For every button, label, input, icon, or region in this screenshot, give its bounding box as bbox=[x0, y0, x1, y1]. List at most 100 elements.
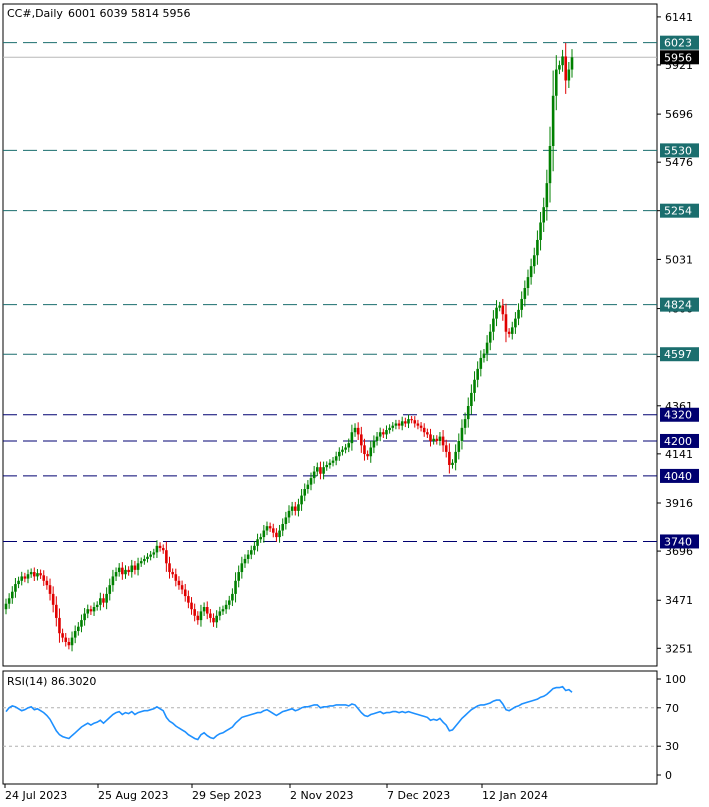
candle-body bbox=[542, 207, 545, 223]
candle-body bbox=[234, 580, 237, 594]
candle-body bbox=[570, 57, 574, 70]
candle-body bbox=[246, 554, 250, 559]
price-tick-label: 5696 bbox=[665, 108, 693, 121]
candle-body bbox=[61, 633, 64, 638]
candle-body bbox=[363, 445, 366, 455]
candle-body bbox=[143, 558, 146, 562]
candle-body bbox=[240, 563, 244, 573]
candle-body bbox=[117, 567, 121, 573]
candle-body bbox=[457, 440, 461, 452]
candle-body bbox=[36, 573, 39, 577]
candle-body bbox=[149, 554, 152, 557]
candle-body bbox=[517, 309, 520, 319]
candle-body bbox=[451, 462, 454, 465]
candle-body bbox=[284, 517, 288, 524]
candle-body bbox=[196, 615, 200, 621]
rsi-panel-frame bbox=[2, 670, 658, 785]
candle-body bbox=[92, 607, 96, 612]
candle-body bbox=[366, 454, 369, 457]
candles bbox=[4, 42, 574, 652]
time-tick-label: 25 Aug 2023 bbox=[98, 789, 168, 802]
candle-body bbox=[444, 445, 448, 452]
candle-body bbox=[353, 427, 357, 433]
candle-body bbox=[344, 447, 347, 450]
candle-body bbox=[545, 183, 549, 208]
price-level-value: 4597 bbox=[664, 348, 692, 361]
price-tick-label: 5031 bbox=[665, 253, 693, 266]
candle-body bbox=[369, 447, 373, 457]
candle-body bbox=[259, 537, 262, 540]
candle-body bbox=[111, 576, 115, 586]
candle-body bbox=[199, 611, 203, 621]
candle-body bbox=[278, 530, 281, 538]
candle-body bbox=[520, 298, 523, 310]
candle-body bbox=[356, 427, 360, 435]
candle-body bbox=[86, 609, 90, 614]
candle-body bbox=[95, 604, 99, 608]
candle-body bbox=[231, 593, 234, 601]
candle-body bbox=[532, 255, 536, 267]
candle-body bbox=[249, 550, 253, 555]
candle-body bbox=[26, 574, 30, 579]
candle-body bbox=[312, 471, 316, 479]
candle-body bbox=[281, 523, 285, 531]
rsi-series bbox=[5, 685, 573, 741]
candle-body bbox=[256, 539, 259, 546]
candle-body bbox=[325, 464, 329, 468]
candle-body bbox=[243, 558, 247, 564]
price-tick-label: 3471 bbox=[665, 594, 693, 607]
candle-body bbox=[64, 637, 68, 642]
price-tick-label: 5476 bbox=[665, 156, 693, 169]
candle-body bbox=[495, 307, 498, 319]
candle-body bbox=[73, 631, 77, 638]
candle-body bbox=[479, 357, 483, 369]
candle-body bbox=[218, 611, 222, 616]
candle-body bbox=[237, 572, 240, 581]
candle-body bbox=[108, 585, 112, 594]
candle-body bbox=[482, 353, 486, 358]
candle-body bbox=[435, 438, 439, 441]
candle-body bbox=[42, 575, 46, 581]
price-level-tag bbox=[660, 297, 699, 312]
candle-body bbox=[526, 277, 530, 289]
candle-body bbox=[331, 460, 335, 463]
time-tick-label: 29 Sep 2023 bbox=[192, 789, 262, 802]
candle-body bbox=[51, 593, 55, 605]
candle-body bbox=[558, 65, 561, 70]
price-tick-label: 4141 bbox=[665, 448, 693, 461]
candle-body bbox=[385, 430, 388, 435]
candle-body bbox=[275, 532, 278, 538]
candle-body bbox=[476, 368, 479, 380]
candle-body bbox=[407, 419, 410, 424]
time-tick-label: 12 Jan 2024 bbox=[482, 789, 548, 802]
candle-body bbox=[454, 451, 457, 463]
candle-body bbox=[372, 440, 376, 448]
candle-body bbox=[89, 609, 93, 612]
candle-body bbox=[536, 239, 539, 256]
candle-body bbox=[416, 423, 420, 426]
candle-body bbox=[58, 617, 61, 634]
candle-body bbox=[507, 331, 511, 334]
candle-body bbox=[55, 604, 58, 618]
candle-body bbox=[350, 432, 354, 444]
candle-body bbox=[548, 146, 552, 184]
candle-body bbox=[498, 305, 501, 308]
candle-body bbox=[17, 580, 20, 585]
candle-body bbox=[510, 327, 514, 334]
price-level-tag bbox=[660, 347, 699, 362]
candle-body bbox=[209, 613, 212, 618]
price-level-value: 4040 bbox=[664, 470, 692, 483]
candle-body bbox=[341, 449, 344, 452]
candle-body bbox=[504, 314, 508, 332]
rsi-tick-label: 0 bbox=[665, 769, 672, 782]
candle-body bbox=[48, 585, 52, 594]
candle-body bbox=[432, 438, 435, 441]
candle-body bbox=[375, 436, 379, 441]
price-level-tag bbox=[660, 407, 699, 422]
candle-body bbox=[488, 331, 492, 343]
price-level-value: 3740 bbox=[664, 535, 692, 548]
time-tick-label: 24 Jul 2023 bbox=[5, 789, 67, 802]
candle-body bbox=[152, 552, 156, 555]
current-price-tag bbox=[660, 50, 699, 65]
candle-body bbox=[39, 573, 42, 576]
